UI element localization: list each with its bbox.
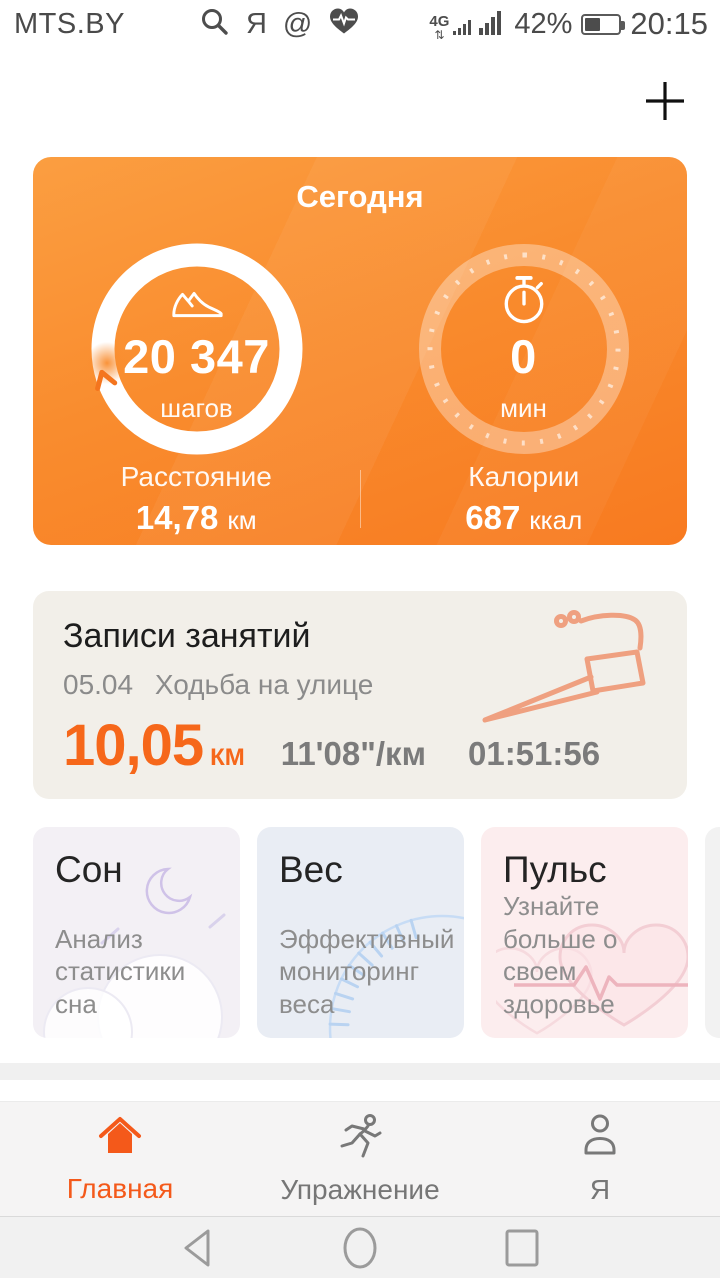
pulse-card-title: Пульс [503,849,607,890]
search-icon [199,6,230,42]
clock-label: 20:15 [630,6,708,41]
tab-me-label: Я [589,1174,611,1205]
pulse-card[interactable]: Пульс Узнайте больше о своем здоровье [481,827,688,1038]
records-entry: 05.04 Ходьба на улице [63,669,657,701]
bottom-navigation: Главная Упражнение Я [0,1101,720,1216]
shoe-icon [168,274,226,326]
calories-stat: Калории 687 ккал [361,461,688,537]
next-card-peek[interactable] [705,827,720,1038]
network-indicator: 4G ⇅ [429,8,505,41]
tab-home-label: Главная [66,1173,174,1204]
records-duration: 01:51:56 [467,735,601,772]
email-notification-icon: @ [282,7,313,40]
minutes-value: 0 [510,329,537,383]
network-type-label: 4G [429,12,450,30]
exercise-records-card[interactable]: Записи занятий 05.04 Ходьба на улице 10,… [33,591,687,799]
status-indicators: 4G ⇅ 42% 20:15 [429,6,708,42]
tab-exercise[interactable]: Упражнение [240,1102,480,1216]
minutes-unit: мин [500,393,547,424]
sleep-card[interactable]: Сон Анализ статистики сна [33,827,240,1038]
runner-icon [336,1112,384,1165]
records-pace: 11'08"/км [280,735,426,772]
steps-ring: 20 347 шагов [33,215,360,483]
today-summary-card[interactable]: Сегодня 20 347 шагов [33,157,687,545]
home-icon [96,1113,144,1164]
weight-card-subtitle: Эффективный мониторинг веса [279,923,455,1019]
sleep-card-subtitle: Анализ статистики сна [55,923,186,1019]
add-button[interactable] [642,78,688,124]
distance-label: Расстояние [120,461,272,492]
scale-dial-icon [328,914,464,1038]
android-navigation-bar [0,1216,720,1278]
sleep-card-title: Сон [55,849,123,890]
person-icon [576,1112,624,1165]
gps-route-icon [482,610,646,723]
tab-me[interactable]: Я [480,1102,720,1216]
moon-cloud-icon [43,867,226,1038]
battery-percent-label: 42% [514,7,573,40]
calories-unit: ккал [529,505,583,535]
steps-unit: шагов [160,393,233,424]
signal-bars-sim1-icon [453,10,475,41]
today-stats: Расстояние 14,78 км Калории 687 ккал [33,453,687,545]
distance-unit: км [227,505,257,535]
stats-divider [359,470,361,528]
steps-value: 20 347 [123,329,270,383]
app-header [0,48,720,157]
signal-bars-sim2-icon [479,8,505,41]
records-entry-activity: Ходьба на улице [154,669,374,700]
records-title: Записи занятий [63,617,311,655]
tab-exercise-label: Упражнение [280,1174,440,1205]
records-distance-value: 10,05 [63,713,204,778]
stopwatch-icon [501,274,547,326]
weight-card-title: Вес [279,849,343,890]
tab-home[interactable]: Главная [0,1102,240,1216]
ring-progress-chevron-icon [94,369,117,391]
records-distance-unit: КМ [210,744,245,771]
yandex-notification-icon: Я [245,7,267,40]
calories-label: Калории [468,461,580,492]
calories-value: 687 [465,499,521,536]
feature-cards-row: Сон Анализ статистики сна Вес [33,827,720,1038]
recents-button[interactable] [499,1225,545,1271]
home-button[interactable] [337,1225,383,1271]
distance-stat: Расстояние 14,78 км [33,461,360,537]
status-bar: MTS.BY Я @ 4G ⇅ 42% 20:15 [0,0,720,48]
today-title: Сегодня [296,179,424,214]
health-heart-icon [328,7,360,41]
next-section-peek-strip [0,1063,720,1080]
minutes-ring: 0 мин [360,215,687,483]
records-entry-date: 05.04 [63,669,134,700]
pulse-card-subtitle: Узнайте больше о своем здоровье [503,891,618,1019]
weight-card[interactable]: Вес Эффективный мониторинг веса [257,827,464,1038]
records-stats: 10,05 КМ 11'08"/км 01:51:56 [63,712,600,779]
network-arrows-icon: ⇅ [434,27,445,42]
heart-ecg-icon [496,923,688,1035]
battery-icon [581,13,626,35]
notification-icons: Я @ [199,6,360,42]
back-button[interactable] [175,1225,221,1271]
carrier-label: MTS.BY [14,7,125,40]
activity-rings: 20 347 шагов 0 мин [33,215,687,483]
distance-value: 14,78 [135,499,219,536]
